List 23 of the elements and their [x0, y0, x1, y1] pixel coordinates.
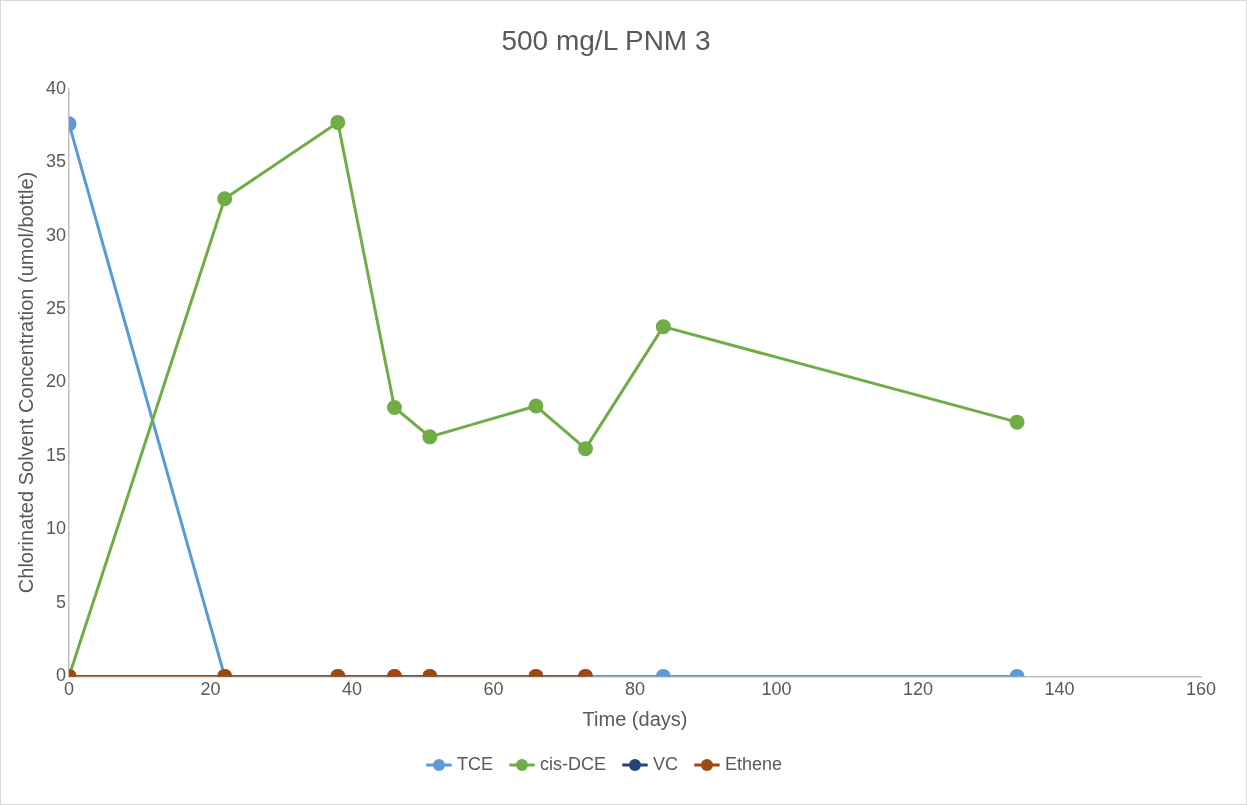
legend-label: TCE — [456, 753, 493, 774]
y-tick-label: 30 — [45, 224, 67, 245]
x-tick-label: 100 — [761, 679, 792, 700]
chart-title: 500 mg/L PNM 3 — [501, 24, 711, 56]
y-axis-title: Chlorinated Solvent Concentration (umol/bottle) — [14, 171, 37, 594]
x-tick-label: 60 — [483, 679, 504, 700]
legend-label: cis-DCE — [539, 753, 606, 774]
x-tick-label: 140 — [1044, 679, 1075, 700]
x-tick-label: 40 — [342, 679, 363, 700]
x-tick-label: 160 — [1185, 679, 1217, 700]
x-tick-label: 120 — [902, 679, 934, 700]
x-axis-title: Time (days) — [582, 707, 688, 730]
x-tick-label: 80 — [625, 679, 646, 700]
legend-label: VC — [652, 753, 678, 774]
y-tick-label: 15 — [45, 444, 67, 465]
y-tick-label: 25 — [45, 297, 67, 318]
y-tick-label: 10 — [45, 518, 67, 539]
y-tick-label: 20 — [45, 371, 67, 392]
y-tick-label: 40 — [45, 77, 67, 98]
legend-label: Ethene — [724, 753, 783, 774]
y-tick-label: 35 — [45, 151, 67, 172]
x-tick-label: 20 — [200, 679, 221, 700]
y-tick-label: 5 — [56, 591, 67, 612]
